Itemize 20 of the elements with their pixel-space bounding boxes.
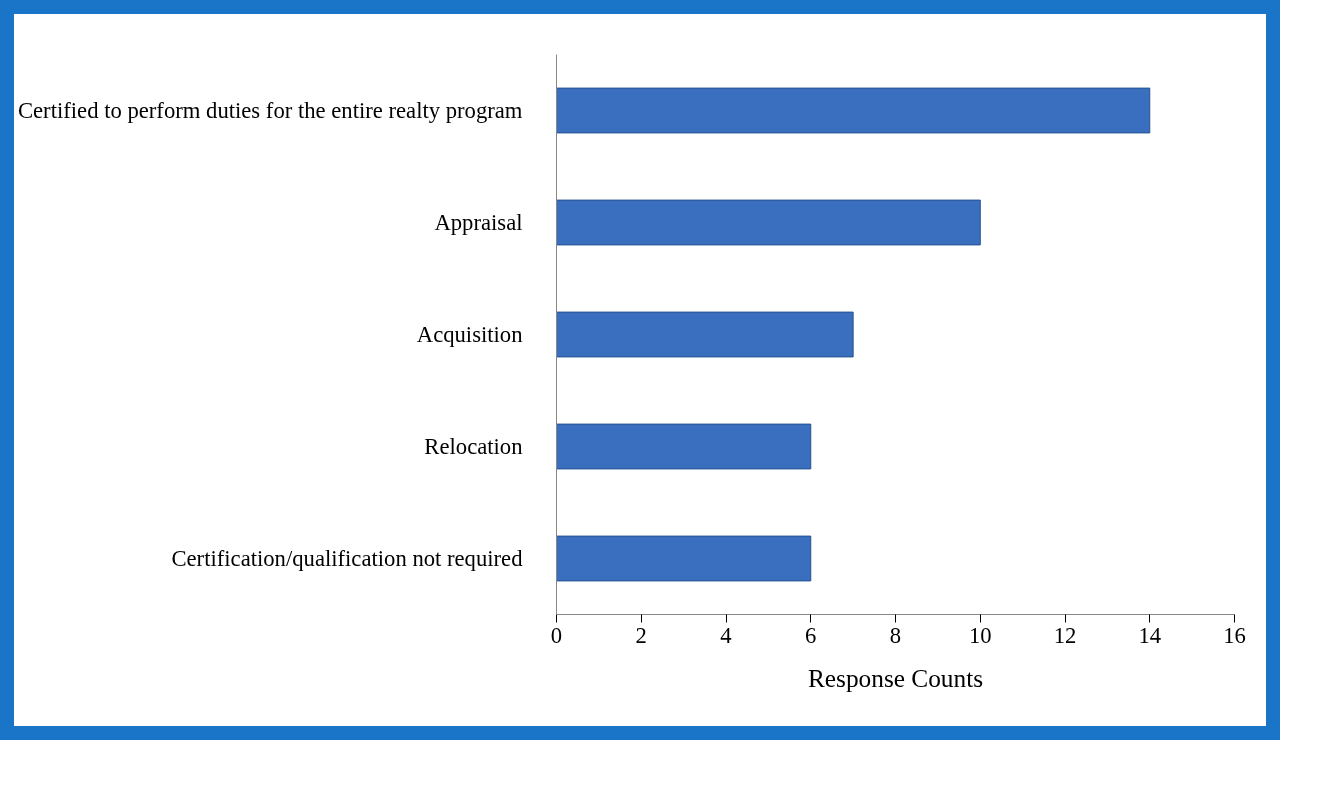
x-tick-label: 12 <box>1053 622 1077 648</box>
bar <box>556 535 812 582</box>
x-tick-label: 10 <box>968 622 992 648</box>
bar <box>556 87 1151 134</box>
x-tick-label: 16 <box>1223 622 1246 648</box>
x-tick-label: 4 <box>720 622 732 648</box>
y-tick-label: Certified to perform duties for the entire realty program <box>17 98 523 123</box>
x-tick-label: 2 <box>635 622 647 648</box>
y-tick-label: Appraisal <box>434 210 523 235</box>
x-axis-title: Response Counts <box>807 663 984 692</box>
x-tick-label: 0 <box>550 622 563 648</box>
y-tick-label: Certification/qualification not required <box>171 546 524 571</box>
x-tick-label: 8 <box>889 622 902 648</box>
x-tick-label: 6 <box>805 622 817 648</box>
bar <box>556 311 854 358</box>
y-tick-label: Relocation <box>424 434 523 459</box>
bar <box>556 423 812 470</box>
x-tick-label: 14 <box>1138 622 1162 648</box>
y-tick-label: Acquisition <box>416 322 523 347</box>
bar <box>556 199 981 246</box>
